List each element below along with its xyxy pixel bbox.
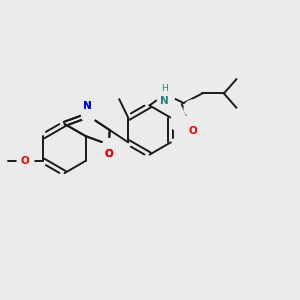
Text: H: H — [161, 83, 168, 92]
Text: O: O — [21, 156, 30, 166]
Text: O: O — [189, 125, 197, 136]
Text: N: N — [83, 101, 92, 111]
Text: O: O — [104, 149, 113, 159]
Text: O: O — [104, 149, 113, 159]
Text: N: N — [83, 101, 92, 111]
Text: N: N — [160, 96, 169, 106]
